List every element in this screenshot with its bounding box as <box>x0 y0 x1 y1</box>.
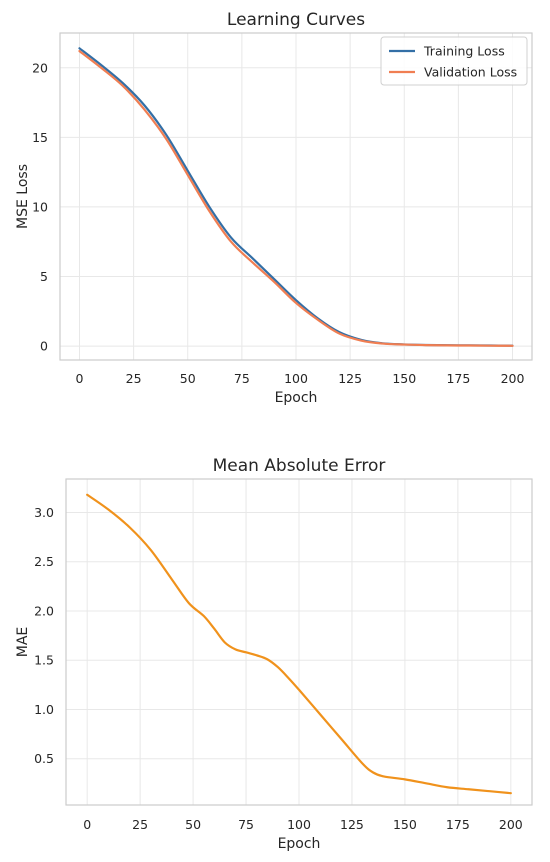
series-lines <box>86 493 512 795</box>
y-tick-label: 2.0 <box>34 603 54 618</box>
y-tick-label: 0 <box>40 339 48 354</box>
y-tick-label: 1.5 <box>34 653 54 668</box>
series-line <box>86 493 512 795</box>
y-tick-labels: 0.5 1.0 1.5 2.0 2.5 3.0 <box>34 505 54 766</box>
y-tick-label: 3.0 <box>34 505 54 520</box>
x-tick-label: 150 <box>392 371 416 386</box>
y-tick-label: 10 <box>32 199 48 214</box>
x-tick-label: 25 <box>126 371 142 386</box>
x-tick-label: 50 <box>185 817 201 832</box>
y-tick-label: 2.5 <box>34 554 54 569</box>
legend-label: Training Loss <box>423 44 505 59</box>
x-tick-label: 75 <box>238 817 254 832</box>
y-tick-label: 20 <box>32 60 48 75</box>
x-tick-label: 75 <box>234 371 250 386</box>
x-tick-label: 50 <box>180 371 196 386</box>
x-tick-label: 200 <box>501 371 525 386</box>
x-tick-label: 125 <box>338 371 362 386</box>
y-tick-label: 1.0 <box>34 702 54 717</box>
y-tick-label: 0.5 <box>34 751 54 766</box>
y-tick-labels: 0 5 10 15 20 <box>32 60 48 353</box>
x-tick-label: 100 <box>284 371 308 386</box>
series-lines <box>78 47 514 347</box>
legend-label: Validation Loss <box>424 65 517 80</box>
legend: Training Loss Validation Loss <box>380 36 528 86</box>
x-tick-label: 100 <box>287 817 311 832</box>
x-tick-label: 175 <box>446 371 470 386</box>
grid <box>66 479 532 805</box>
plot-frame <box>65 478 533 806</box>
x-tick-labels: 0 25 50 75 100 125 150 175 200 <box>76 371 525 386</box>
y-tick-label: 5 <box>40 269 48 284</box>
mean-absolute-error-plot: 0 25 50 75 100 125 150 175 200 0.5 1.0 1.5 2.0 2.5 3.… <box>15 456 533 852</box>
x-tick-label: 200 <box>499 817 523 832</box>
legend-box <box>380 36 528 86</box>
learning-curves-plot: 0 25 50 75 100 125 150 175 200 0 5 10 15 20 Learning… <box>15 10 533 406</box>
x-tick-label: 175 <box>446 817 470 832</box>
y-axis-label: MAE <box>15 627 31 658</box>
plot-frame <box>59 32 533 361</box>
x-axis-label: Epoch <box>275 390 318 406</box>
x-tick-label: 150 <box>393 817 417 832</box>
x-tick-label: 0 <box>83 817 91 832</box>
chart-title: Mean Absolute Error <box>213 456 386 476</box>
x-tick-labels: 0 25 50 75 100 125 150 175 200 <box>83 817 523 832</box>
chart-title: Learning Curves <box>227 10 365 30</box>
y-tick-label: 15 <box>32 130 48 145</box>
series-line <box>78 49 514 347</box>
x-tick-label: 125 <box>340 817 364 832</box>
x-axis-label: Epoch <box>278 836 321 852</box>
x-tick-label: 0 <box>76 371 84 386</box>
y-axis-label: MSE Loss <box>15 164 31 229</box>
x-tick-label: 25 <box>132 817 148 832</box>
